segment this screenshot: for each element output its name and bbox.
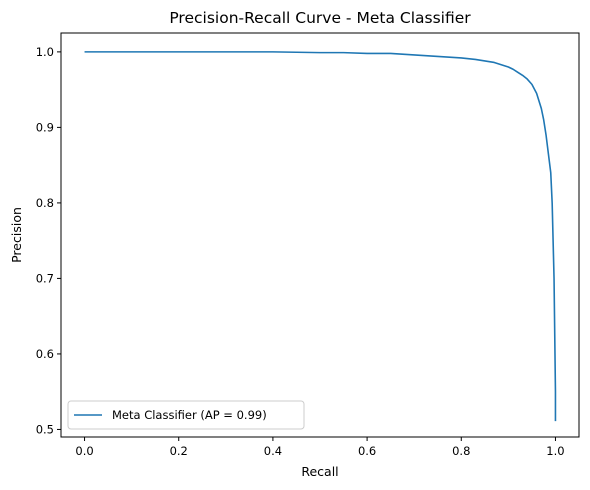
x-axis-label: Recall: [301, 464, 338, 479]
y-tick-label: 0.8: [36, 196, 54, 210]
legend: Meta Classifier (AP = 0.99): [67, 400, 305, 430]
y-tick-label: 0.9: [36, 120, 54, 134]
x-tick-label: 0.4: [264, 444, 282, 458]
x-tick-label: 1.0: [546, 444, 564, 458]
legend-label: Meta Classifier (AP = 0.99): [112, 408, 267, 422]
plot-area: 0.0 0.2 0.4 0.6 0.8 1.0 0.5 0.6 0.7 0.8 0.9 1.0: [36, 45, 565, 458]
y-tick-label: 1.0: [36, 45, 54, 59]
legend-box: [67, 400, 305, 430]
x-tick-label: 0.0: [75, 444, 93, 458]
y-tick-label: 0.5: [36, 422, 54, 436]
y-axis-label: Precision: [9, 207, 24, 263]
x-tick-label: 0.6: [358, 444, 376, 458]
x-tick-label: 0.2: [170, 444, 188, 458]
y-tick-label: 0.6: [36, 347, 54, 361]
x-tick-label: 0.8: [452, 444, 470, 458]
plot-frame: [60, 32, 580, 438]
y-tick-label: 0.7: [36, 271, 54, 285]
series-line: [84, 51, 557, 422]
chart-title: Precision-Recall Curve - Meta Classifier: [169, 9, 471, 27]
